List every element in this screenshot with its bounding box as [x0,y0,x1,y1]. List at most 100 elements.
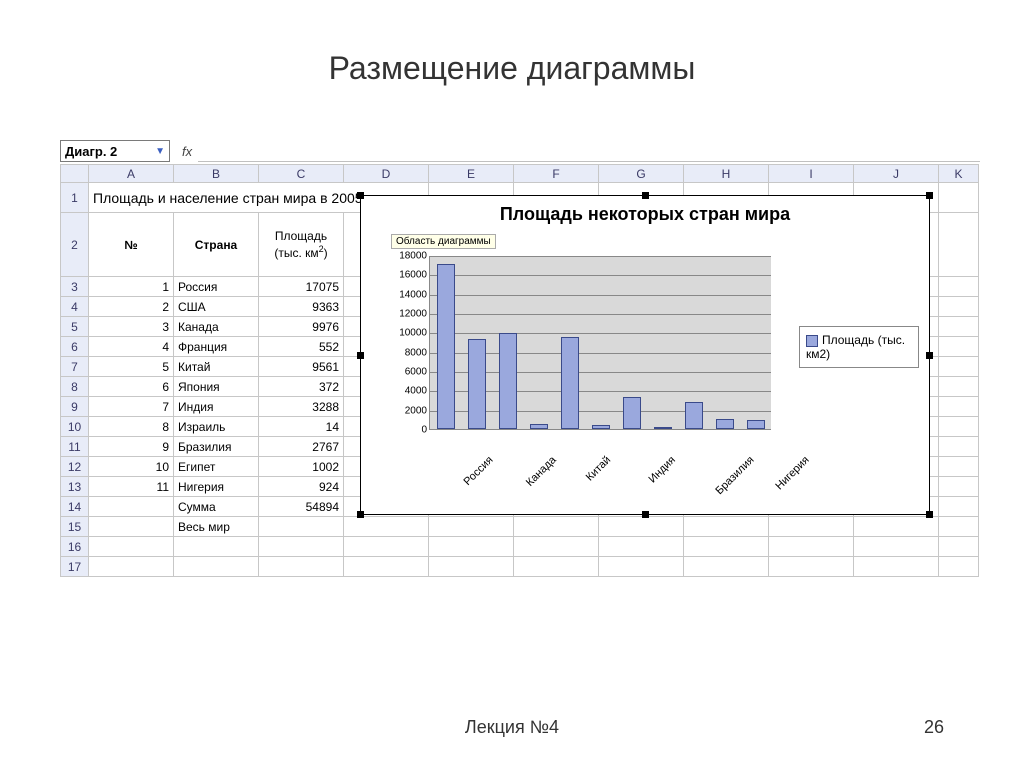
resize-handle[interactable] [357,511,364,518]
cell[interactable]: Площадь (тыс. км2) [259,213,344,277]
row-header[interactable]: 15 [61,517,89,537]
cell[interactable]: Страна [174,213,259,277]
cell[interactable]: Китай [174,357,259,377]
col-header[interactable]: K [939,165,979,183]
name-box[interactable]: Диагр. 2 ▼ [60,140,170,162]
col-header[interactable]: E [429,165,514,183]
cell[interactable]: 9 [89,437,174,457]
cell[interactable]: № [89,213,174,277]
table-row[interactable]: 15 Весь мир [61,517,979,537]
cell[interactable] [939,317,979,337]
cell[interactable] [89,517,174,537]
cell[interactable] [429,537,514,557]
col-header[interactable]: C [259,165,344,183]
cell[interactable]: Нигерия [174,477,259,497]
cell[interactable] [259,537,344,557]
cell[interactable]: Япония [174,377,259,397]
cell[interactable] [939,277,979,297]
cell[interactable]: 10 [89,457,174,477]
cell[interactable]: Израиль [174,417,259,437]
col-header[interactable]: F [514,165,599,183]
cell[interactable]: 2 [89,297,174,317]
row-header[interactable]: 17 [61,557,89,577]
col-header[interactable]: B [174,165,259,183]
cell[interactable] [939,477,979,497]
cell[interactable]: 3 [89,317,174,337]
row-header[interactable]: 12 [61,457,89,477]
cell[interactable] [854,537,939,557]
resize-handle[interactable] [357,352,364,359]
table-row[interactable]: 17 [61,557,979,577]
cell[interactable] [939,337,979,357]
cell[interactable] [939,517,979,537]
resize-handle[interactable] [357,192,364,199]
cell[interactable] [599,537,684,557]
row-header[interactable]: 16 [61,537,89,557]
row-header[interactable]: 3 [61,277,89,297]
col-header[interactable]: J [854,165,939,183]
cell[interactable] [684,537,769,557]
cell[interactable]: Бразилия [174,437,259,457]
cell[interactable] [599,517,684,537]
row-header[interactable]: 11 [61,437,89,457]
row-header[interactable]: 9 [61,397,89,417]
cell[interactable] [939,357,979,377]
cell[interactable]: 3288 [259,397,344,417]
row-header[interactable]: 4 [61,297,89,317]
col-header[interactable]: I [769,165,854,183]
cell[interactable] [514,557,599,577]
col-header[interactable]: A [89,165,174,183]
cell[interactable] [939,417,979,437]
row-header[interactable]: 7 [61,357,89,377]
cell[interactable] [939,457,979,477]
cell[interactable]: Индия [174,397,259,417]
cell[interactable]: США [174,297,259,317]
resize-handle[interactable] [926,511,933,518]
select-all-corner[interactable] [61,165,89,183]
cell[interactable]: 9561 [259,357,344,377]
row-header[interactable]: 2 [61,213,89,277]
cell[interactable] [939,537,979,557]
cell[interactable] [939,213,979,277]
col-header[interactable]: H [684,165,769,183]
cell[interactable]: 1 [89,277,174,297]
dropdown-icon[interactable]: ▼ [155,146,165,157]
row-header[interactable]: 13 [61,477,89,497]
resize-handle[interactable] [642,511,649,518]
cell[interactable]: Канада [174,317,259,337]
row-header[interactable]: 5 [61,317,89,337]
cell[interactable]: 17075 [259,277,344,297]
cell[interactable] [259,517,344,537]
row-header[interactable]: 8 [61,377,89,397]
cell[interactable] [344,517,429,537]
cell[interactable] [174,537,259,557]
cell[interactable]: Франция [174,337,259,357]
cell[interactable]: 924 [259,477,344,497]
cell[interactable] [939,183,979,213]
fx-icon[interactable]: fx [182,144,192,159]
cell[interactable] [769,537,854,557]
cell[interactable] [939,437,979,457]
col-header[interactable]: G [599,165,684,183]
cell[interactable]: 1002 [259,457,344,477]
cell[interactable]: 14 [259,417,344,437]
cell[interactable]: 8 [89,417,174,437]
cell[interactable]: 7 [89,397,174,417]
cell[interactable]: 54894 [259,497,344,517]
cell[interactable]: 552 [259,337,344,357]
cell[interactable] [769,557,854,577]
cell[interactable] [939,497,979,517]
cell[interactable] [514,517,599,537]
cell[interactable]: 9976 [259,317,344,337]
cell[interactable] [854,517,939,537]
cell[interactable] [939,397,979,417]
cell[interactable] [854,557,939,577]
cell[interactable]: Россия [174,277,259,297]
cell[interactable] [89,557,174,577]
cell[interactable]: Весь мир [174,517,259,537]
cell[interactable]: Египет [174,457,259,477]
cell[interactable]: 372 [259,377,344,397]
col-header[interactable]: D [344,165,429,183]
cell[interactable] [174,557,259,577]
cell[interactable] [89,497,174,517]
